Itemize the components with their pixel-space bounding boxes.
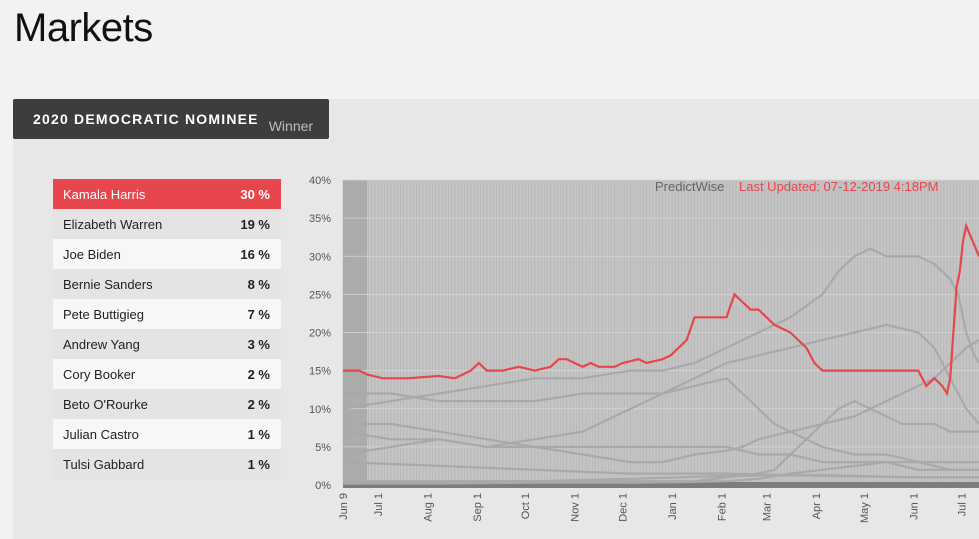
candidate-pct: 8 % xyxy=(247,276,270,292)
candidate-pct: 30 % xyxy=(240,186,270,202)
candidate-pct: 2 % xyxy=(247,366,270,382)
candidate-name: Joe Biden xyxy=(63,246,121,262)
candidate-row-elizabeth-warren[interactable]: Elizabeth Warren 19 % xyxy=(53,209,281,239)
candidate-name: Cory Booker xyxy=(63,366,136,382)
chart-last-updated: Last Updated: 07-12-2019 4:18PM xyxy=(739,179,938,194)
market-subtitle: Winner xyxy=(268,118,314,134)
market-tab[interactable]: 2020 DEMOCRATIC NOMINEE Winner xyxy=(13,99,329,139)
candidate-row-pete-buttigieg[interactable]: Pete Buttigieg 7 % xyxy=(53,299,281,329)
x-tick-label: Jun 1 xyxy=(908,493,920,520)
chart-brand-label: PredictWise xyxy=(655,179,724,194)
x-tick-label: Aug 1 xyxy=(423,493,435,522)
x-tick-label: Jun 9 xyxy=(338,493,350,520)
page-title: Markets xyxy=(14,6,153,50)
x-tick-label: Mar 1 xyxy=(761,493,773,521)
candidate-row-julian-castro[interactable]: Julian Castro 1 % xyxy=(53,419,281,449)
y-tick-label: 25% xyxy=(309,289,331,301)
y-tick-label: 10% xyxy=(309,404,331,416)
candidate-pct: 1 % xyxy=(247,456,270,472)
x-tick-label: Dec 1 xyxy=(618,493,630,522)
x-axis-strip xyxy=(343,482,979,488)
y-tick-label: 30% xyxy=(309,251,331,263)
series-line-cory-booker xyxy=(342,430,979,471)
y-tick-label: 5% xyxy=(315,442,331,454)
market-title: 2020 DEMOCRATIC NOMINEE xyxy=(33,111,259,127)
y-tick-label: 20% xyxy=(309,328,331,340)
series-line-kamala-harris xyxy=(343,222,979,397)
candidate-name: Beto O'Rourke xyxy=(63,396,148,412)
x-tick-label: Oct 1 xyxy=(520,493,532,519)
x-tick-label: Feb 1 xyxy=(717,493,729,521)
x-tick-label: Jul 1 xyxy=(956,493,968,516)
candidate-row-joe-biden[interactable]: Joe Biden 16 % xyxy=(53,239,281,269)
x-tick-label: May 1 xyxy=(859,493,871,523)
y-tick-label: 0% xyxy=(315,480,331,492)
series-line-beto-o-rourke xyxy=(342,377,979,471)
candidate-pct: 16 % xyxy=(240,246,270,262)
series-line-joe-biden xyxy=(342,247,979,410)
candidate-row-andrew-yang[interactable]: Andrew Yang 3 % xyxy=(53,329,281,359)
candidate-row-tulsi-gabbard[interactable]: Tulsi Gabbard 1 % xyxy=(53,449,281,479)
x-tick-label: Jan 1 xyxy=(667,493,679,520)
candidate-row-cory-booker[interactable]: Cory Booker 2 % xyxy=(53,359,281,389)
x-tick-label: Sep 1 xyxy=(472,493,484,522)
series-line-bernie-sanders xyxy=(343,323,979,425)
candidate-name: Pete Buttigieg xyxy=(63,306,144,322)
x-tick-label: Apr 1 xyxy=(811,493,823,519)
candidate-pct: 2 % xyxy=(247,396,270,412)
candidate-name: Julian Castro xyxy=(63,426,139,442)
candidate-pct: 1 % xyxy=(247,426,270,442)
y-tick-label: 15% xyxy=(309,366,331,378)
candidate-name: Bernie Sanders xyxy=(63,276,153,292)
series-line-tulsi-gabbard xyxy=(342,473,979,484)
series-line-pete-buttigieg xyxy=(343,399,979,483)
candidate-list: Kamala Harris 30 % Elizabeth Warren 19 %… xyxy=(53,179,281,479)
price-history-chart: 0% 5% 10% 15% 20% 25% 30% 35% 40% Jun 9 Jul 1 Aug 1… xyxy=(309,175,979,523)
candidate-name: Kamala Harris xyxy=(63,186,146,202)
candidate-row-bernie-sanders[interactable]: Bernie Sanders 8 % xyxy=(53,269,281,299)
candidate-row-kamala-harris[interactable]: Kamala Harris 30 % xyxy=(53,179,281,209)
candidate-name: Elizabeth Warren xyxy=(63,216,163,232)
candidate-pct: 19 % xyxy=(240,216,270,232)
y-tick-label: 40% xyxy=(309,175,331,187)
candidate-row-beto-orourke[interactable]: Beto O'Rourke 2 % xyxy=(53,389,281,419)
x-tick-label: Nov 1 xyxy=(570,493,582,522)
x-tick-label: Jul 1 xyxy=(373,493,385,516)
y-tick-label: 35% xyxy=(309,213,331,225)
candidate-pct: 3 % xyxy=(247,336,270,352)
candidate-name: Andrew Yang xyxy=(63,336,140,352)
candidate-name: Tulsi Gabbard xyxy=(63,456,145,472)
candidate-pct: 7 % xyxy=(247,306,270,322)
